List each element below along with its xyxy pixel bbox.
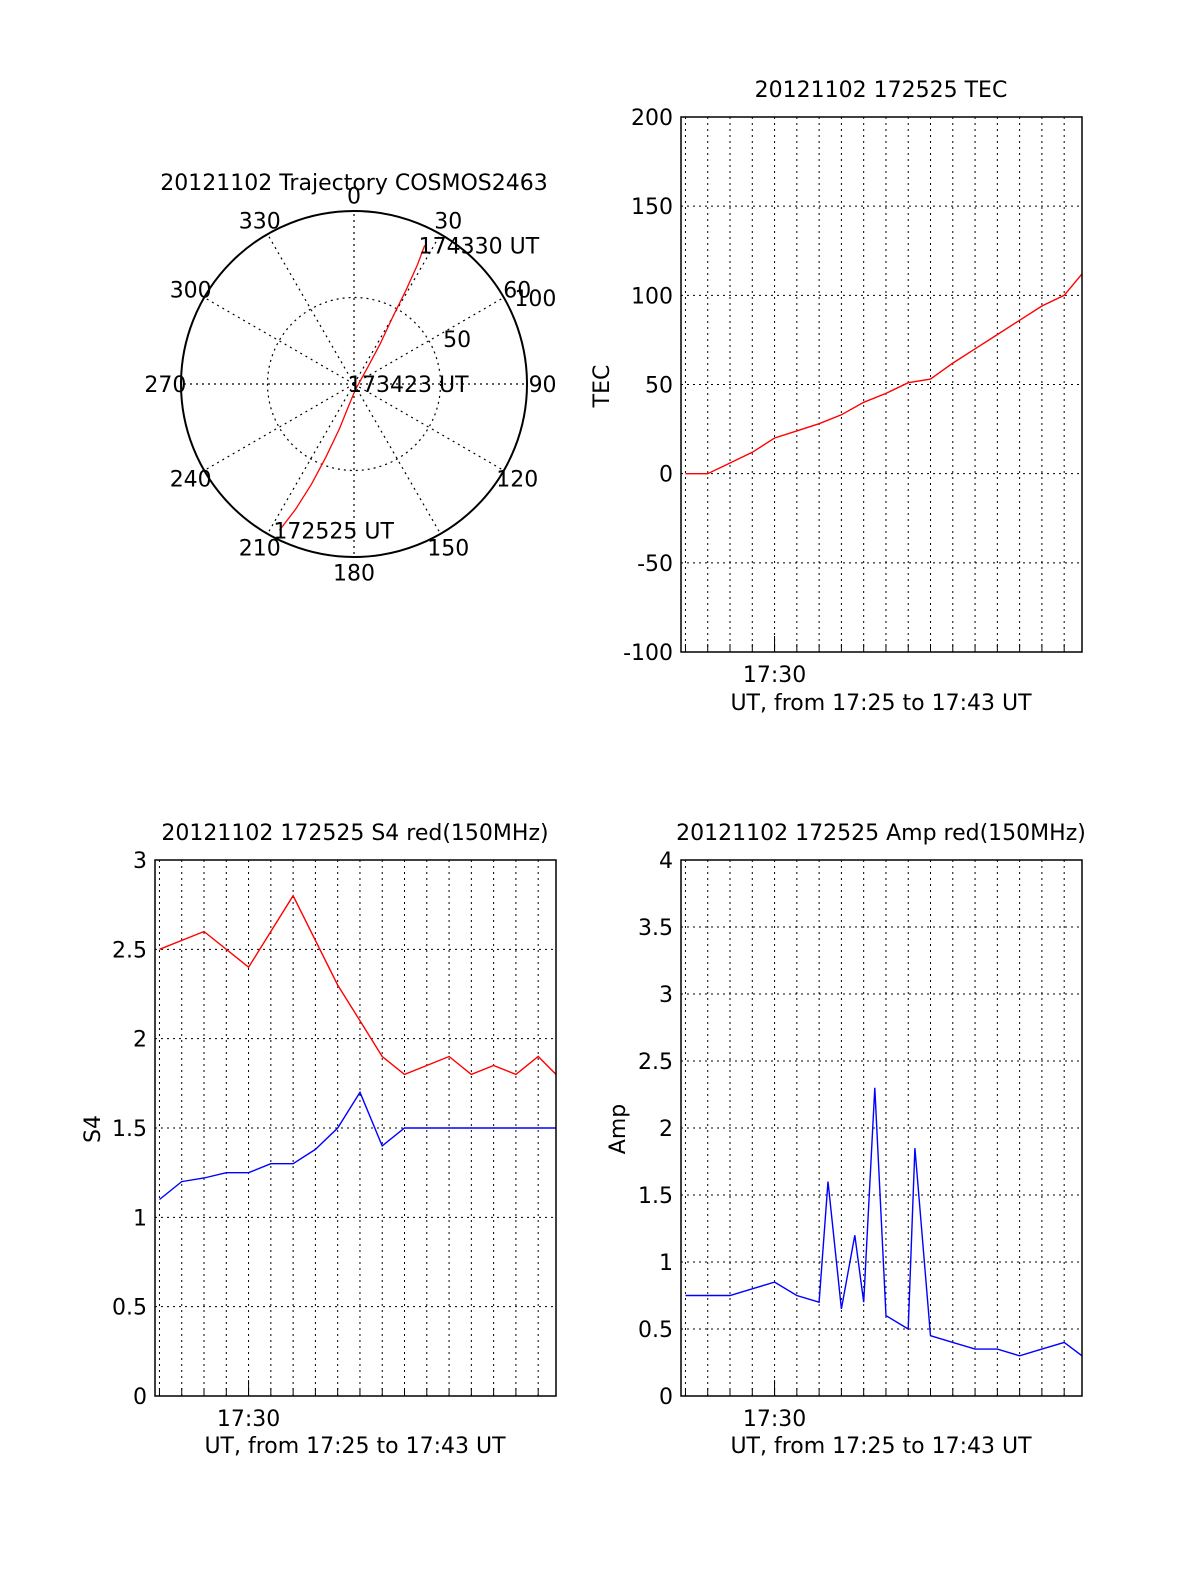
- polar-azimuth-label: 0: [347, 184, 361, 209]
- polar-spoke: [353, 296, 505, 385]
- polar-spoke: [353, 383, 505, 472]
- s4-ylabel: S4: [81, 1115, 106, 1143]
- polar-spoke: [266, 383, 355, 535]
- s4-plot-area: 0 0.5 1 1.5 2 2.5 3 17:30: [112, 849, 557, 1432]
- amp-ylabel: Amp: [606, 1104, 631, 1154]
- s4-panel: 20121102 172525 S4 red(150MHz) UT, from …: [81, 821, 557, 1459]
- y-tick-label: -50: [637, 552, 673, 577]
- y-tick-label: 1.5: [112, 1117, 147, 1142]
- polar-azimuth-label: 120: [496, 467, 538, 492]
- s4-title: 20121102 172525 S4 red(150MHz): [161, 821, 548, 846]
- polar-azimuth-label: 300: [170, 279, 212, 304]
- y-tick-label: 0: [659, 463, 673, 488]
- y-tick-label: 1: [133, 1206, 147, 1231]
- polar-annotation: 174330 UT: [419, 234, 540, 259]
- polar-azimuth-labels: 0 30 60 90 120 150 180 210 240 270 300 330: [144, 184, 556, 586]
- plot-frame: [680, 859, 1083, 1397]
- series-line: [685, 1087, 1083, 1357]
- y-tick-label: 4: [659, 849, 673, 874]
- polar-ring: [266, 296, 442, 472]
- y-tick-label: 0.5: [638, 1318, 673, 1343]
- x-tick-label: 17:30: [743, 1407, 806, 1432]
- polar-azimuth-label: 210: [239, 536, 281, 561]
- tec-title: 20121102 172525 TEC: [755, 78, 1008, 103]
- tec-ylabel: TEC: [590, 365, 615, 409]
- amp-title: 20121102 172525 Amp red(150MHz): [676, 821, 1086, 846]
- y-tick-label: -100: [623, 641, 673, 666]
- y-tick-label: 3: [133, 849, 147, 874]
- polar-azimuth-label: 90: [529, 373, 557, 398]
- polar-trajectory-line: [278, 245, 426, 531]
- y-tick-label: 0.5: [112, 1296, 147, 1321]
- polar-annotations: 174330 UT 173423 UT 172525 UT: [273, 234, 539, 544]
- y-tick-label: 2.5: [112, 938, 147, 963]
- plot-frame: [680, 116, 1083, 653]
- polar-trajectory-panel: 20121102 Trajectory COSMOS2463 0 30 60 90 12…: [144, 171, 556, 587]
- polar-azimuth-label: 30: [434, 210, 462, 235]
- polar-radial-label: 100: [514, 287, 556, 312]
- amp-xlabel: UT, from 17:25 to 17:43 UT: [730, 1434, 1032, 1459]
- y-tick-label: 2.5: [638, 1050, 673, 1075]
- x-tick-label: 17:30: [743, 663, 806, 688]
- amp-plot-area: 0 0.5 1 1.5 2 2.5 3 3.5 4 17:30: [638, 849, 1083, 1432]
- tec-panel: 20121102 172525 TEC UT, from 17:25 to 17…: [590, 78, 1083, 716]
- polar-spoke: [203, 383, 355, 472]
- polar-spoke: [353, 233, 442, 385]
- polar-spoke: [266, 233, 355, 385]
- y-tick-label: 1: [659, 1251, 673, 1276]
- polar-azimuth-label: 330: [239, 210, 281, 235]
- tec-xlabel: UT, from 17:25 to 17:43 UT: [730, 691, 1032, 716]
- polar-spoke: [203, 296, 355, 385]
- y-tick-label: 0: [659, 1385, 673, 1410]
- y-tick-label: 100: [631, 284, 673, 309]
- plot-frame: [154, 859, 557, 1397]
- series-line: [159, 1090, 556, 1201]
- polar-azimuth-label: 150: [427, 536, 469, 561]
- polar-annotation: 172525 UT: [273, 519, 394, 544]
- y-tick-label: 3.5: [638, 916, 673, 941]
- polar-azimuth-label: 180: [333, 562, 375, 587]
- polar-grid: [180, 210, 528, 558]
- polar-azimuth-label: 270: [144, 373, 186, 398]
- polar-radial-labels: 50 100: [443, 287, 556, 353]
- polar-title: 20121102 Trajectory COSMOS2463: [160, 171, 547, 196]
- series-line: [159, 894, 557, 1076]
- y-tick-label: 150: [631, 195, 673, 220]
- y-tick-label: 2: [133, 1028, 147, 1053]
- x-tick-label: 17:30: [217, 1407, 280, 1432]
- polar-azimuth-label: 60: [503, 279, 531, 304]
- y-tick-label: 3: [659, 983, 673, 1008]
- y-tick-label: 2: [659, 1117, 673, 1142]
- polar-annotation: 173423 UT: [348, 373, 469, 398]
- polar-series: [278, 245, 426, 531]
- polar-azimuth-label: 240: [170, 467, 212, 492]
- polar-radial-label: 50: [443, 328, 471, 353]
- tec-plot-area: -100 -50 0 50 100 150 200 17:30: [623, 106, 1083, 688]
- s4-xlabel: UT, from 17:25 to 17:43 UT: [204, 1434, 506, 1459]
- y-tick-label: 1.5: [638, 1184, 673, 1209]
- polar-outer-circle: [180, 210, 528, 558]
- polar-spoke: [353, 383, 442, 535]
- amp-panel: 20121102 172525 Amp red(150MHz) UT, from…: [606, 821, 1086, 1459]
- y-tick-label: 50: [645, 374, 673, 399]
- y-tick-label: 200: [631, 106, 673, 131]
- series-line: [685, 273, 1083, 475]
- y-tick-label: 0: [133, 1385, 147, 1410]
